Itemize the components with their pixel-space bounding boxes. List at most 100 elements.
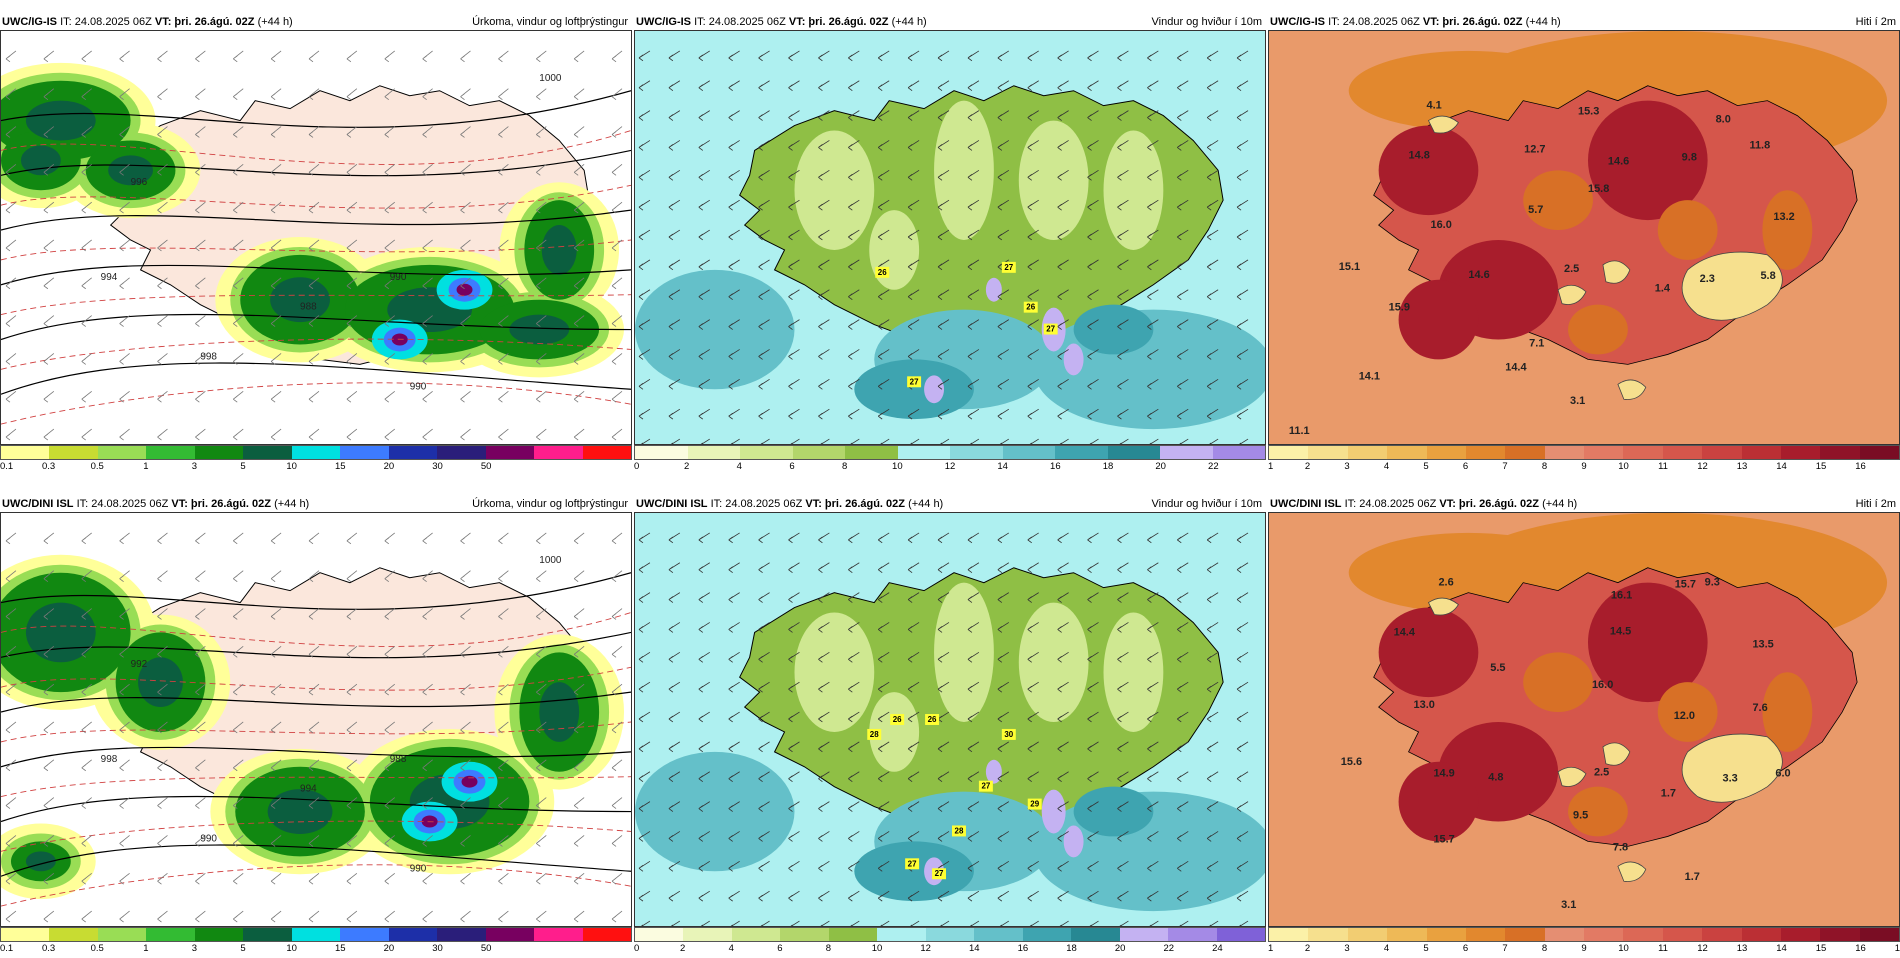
wind-arrow — [1177, 199, 1189, 211]
wind-arrow — [1027, 622, 1039, 633]
wind-arrow — [43, 910, 55, 923]
temp-area — [1378, 125, 1479, 216]
wind-arrow — [611, 683, 623, 696]
wind-arrow — [119, 835, 130, 847]
wind-arrow — [818, 169, 830, 181]
isobar-label: 988 — [300, 302, 317, 313]
wind-arrow — [611, 835, 623, 847]
wind-arrow — [1236, 319, 1249, 330]
color-scale-step — [1662, 446, 1703, 459]
wind-arrow — [730, 920, 740, 926]
wind-arrow — [668, 562, 681, 574]
gust-area — [924, 375, 945, 404]
wind-arrow — [728, 592, 740, 603]
scale-tick-label: 11 — [1658, 461, 1668, 472]
valid-time: VT: þri. 26.ágú. 02Z — [1439, 498, 1539, 510]
wind-area — [1018, 602, 1089, 722]
wind-arrow — [536, 277, 547, 290]
wind-arrow — [728, 801, 740, 812]
wind-arrow — [848, 592, 860, 603]
wind-arrow — [195, 201, 206, 214]
wind-arrow — [1117, 319, 1129, 330]
wind-arrow — [157, 872, 168, 885]
wind-arrow — [5, 164, 17, 176]
wind-arrow — [848, 50, 860, 62]
wind-arrow — [788, 140, 800, 151]
gust-value: 27 — [981, 782, 990, 791]
wind-arrow — [728, 562, 740, 574]
wind-arrow — [1059, 438, 1069, 444]
wind-arrow — [1057, 831, 1069, 842]
wind-arrow — [700, 920, 710, 926]
gust-value-box — [951, 825, 966, 837]
wind-arrow — [573, 88, 585, 100]
init-time: IT: 24.08.2025 06Z — [1328, 16, 1420, 28]
wind-arrow — [698, 259, 710, 271]
temperature-value: 14.5 — [1610, 625, 1631, 637]
wind-arrow — [1117, 259, 1129, 271]
wind-arrow — [848, 378, 860, 390]
wind-arrow — [157, 239, 168, 252]
wind-arrow — [460, 608, 471, 620]
wind-arrow — [460, 428, 471, 441]
wind-arrow — [308, 532, 320, 545]
wind-arrow — [967, 711, 980, 723]
precip-area — [108, 155, 154, 186]
scale-tick-label: 10 — [286, 943, 297, 954]
wind-arrow — [498, 910, 509, 923]
panel-header: UWC/IG-IS IT: 24.08.2025 06Z VT: þri. 26… — [634, 14, 1266, 30]
wind-arrow — [1027, 651, 1039, 663]
wind-arrow — [877, 140, 890, 151]
wind-arrow — [877, 349, 890, 360]
isobar-label: 990 — [390, 272, 407, 283]
wind-arrow — [384, 428, 395, 441]
color-scale-step — [97, 446, 147, 459]
wind-arrow — [848, 771, 860, 783]
scale-tick-label: 16 — [1855, 943, 1866, 954]
temperature-value: 16.1 — [1611, 590, 1632, 602]
wind-arrow — [698, 140, 710, 151]
wind-arrow — [788, 289, 800, 301]
wind-arrow — [536, 532, 547, 545]
wind-arrow — [1236, 801, 1249, 812]
gust-value-box — [1023, 301, 1038, 313]
temperature-value: 2.3 — [1700, 273, 1715, 285]
wind-arrow — [820, 920, 830, 926]
wind-arrow — [1209, 920, 1219, 926]
wind-arrow — [536, 126, 547, 138]
temperature-value: 4.1 — [1427, 100, 1442, 112]
wind-arrow — [43, 239, 55, 252]
wind-arrow — [907, 259, 920, 271]
color-scale-step — [1168, 928, 1217, 941]
wind-arrow — [536, 646, 547, 658]
color-scale-step — [1702, 446, 1742, 459]
temperature-value: 14.4 — [1394, 626, 1416, 638]
wind-arrow — [1179, 920, 1189, 926]
scale-tick-label: 2 — [684, 461, 690, 472]
wind-arrow — [5, 239, 17, 252]
wind-arrow — [460, 201, 471, 214]
wind-arrow — [1117, 711, 1129, 723]
isobar — [1, 313, 631, 341]
wind-arrow — [157, 646, 168, 658]
wind-arrow — [758, 319, 770, 330]
wind-arrow — [877, 622, 890, 633]
wind-arrow — [967, 80, 980, 92]
gust-value-box — [890, 714, 905, 725]
wind-arrow — [43, 835, 55, 847]
wind-arrow — [850, 438, 860, 444]
color-scale-step — [340, 446, 389, 459]
wind-arrow — [638, 801, 651, 812]
wind-arrow — [937, 259, 950, 271]
wind-arrow — [536, 50, 547, 63]
wind-arrow — [1027, 229, 1039, 241]
wind-arrow — [1147, 592, 1159, 603]
wind-arrow — [233, 721, 244, 734]
wind-arrow — [611, 428, 623, 441]
temperature-value: 16.0 — [1430, 219, 1451, 231]
wind-arrow — [119, 721, 130, 734]
wind-arrow — [728, 80, 740, 92]
wind-arrow — [1206, 378, 1219, 390]
wind-arrow — [1177, 259, 1189, 271]
wind-arrow — [233, 201, 244, 214]
